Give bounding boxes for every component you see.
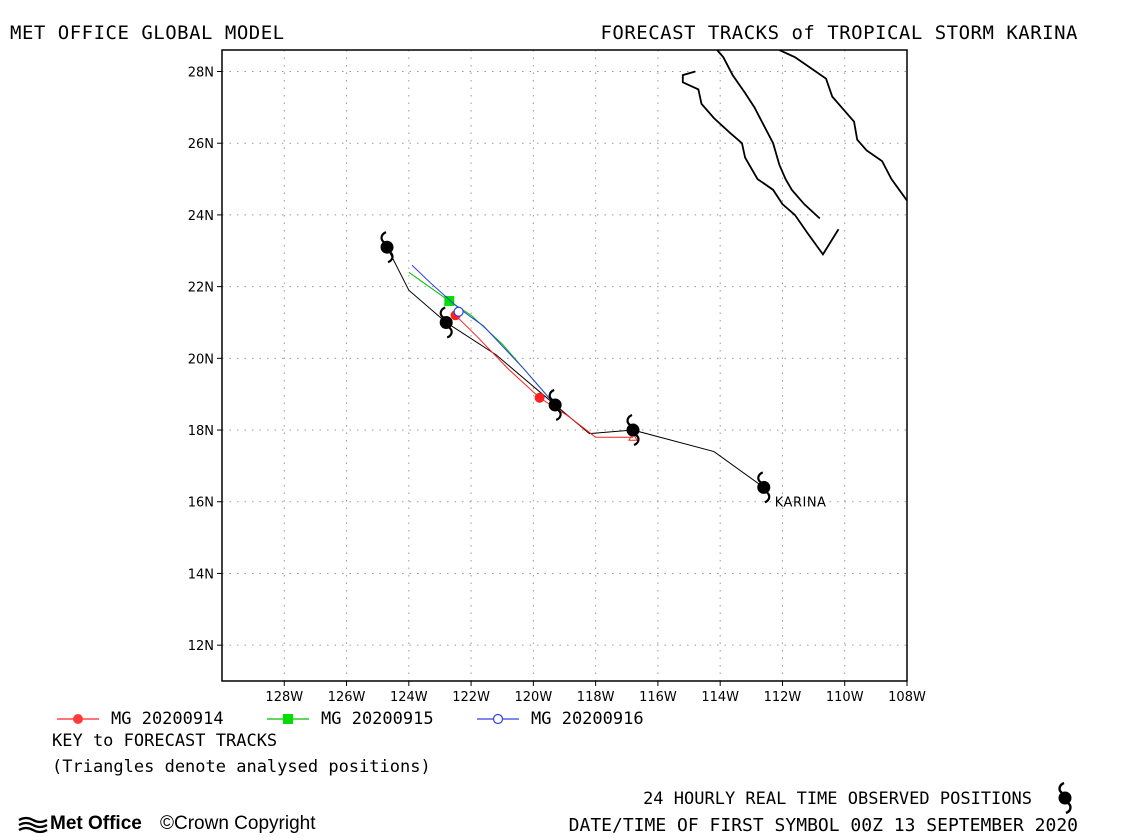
storm-name-label: KARINA <box>775 495 827 510</box>
forecast-marker-circle <box>534 392 545 403</box>
x-tick-label: 116W <box>639 690 677 705</box>
observed-positions-label: 24 HOURLY REAL TIME OBSERVED POSITIONS <box>643 789 1032 809</box>
legend-swatch-square <box>267 714 309 724</box>
x-tick-label: 126W <box>328 690 366 705</box>
storm-symbol-eye <box>757 480 771 494</box>
met-office-logo-icon <box>18 816 48 833</box>
plot-frame <box>221 49 908 682</box>
legend-swatch-circle <box>57 714 99 724</box>
storm-symbol-arm <box>555 409 562 421</box>
forecast-track <box>450 310 638 441</box>
first-symbol-date: DATE/TIME OF FIRST SYMBOL 00Z 13 SEPTEMB… <box>568 815 1078 836</box>
x-tick-label: 110W <box>826 690 864 705</box>
model-title: MET OFFICE GLOBAL MODEL <box>10 22 285 44</box>
y-tick-label: 28N <box>188 66 214 81</box>
legend-label: MG 20200915 <box>321 709 434 729</box>
x-tick-label: 124W <box>390 690 428 705</box>
forecast-track-line <box>408 271 556 406</box>
y-tick-label: 16N <box>188 496 214 511</box>
x-tick-label: 108W <box>888 690 926 705</box>
legend-label: MG 20200914 <box>111 709 224 729</box>
storm-symbol-eye <box>380 240 394 254</box>
storm-symbol-arm <box>764 491 771 504</box>
storm-symbol-icon <box>439 306 453 339</box>
forecast-track <box>411 264 561 409</box>
storm-symbol-icon <box>380 231 394 264</box>
logo-text: Met Office <box>50 813 142 834</box>
analysed-position-triangle <box>628 432 638 441</box>
storm-symbol-eye <box>548 398 562 412</box>
observed-track-line <box>386 246 765 488</box>
storm-symbol-icon <box>1058 781 1072 815</box>
storm-symbol-arm <box>446 326 453 339</box>
storm-symbol-icon <box>626 414 640 447</box>
coastline <box>681 70 840 256</box>
storm-symbol-arm <box>387 251 394 264</box>
y-tick-label: 20N <box>188 352 214 367</box>
legend-swatch-open-circle <box>477 713 519 725</box>
x-tick-label: 128W <box>265 690 303 705</box>
x-tick-label: 112W <box>764 690 802 705</box>
forecast-marker-square <box>444 295 455 306</box>
forecast-track <box>408 271 561 409</box>
storm-symbol-arm <box>633 434 640 447</box>
x-tick-label: 120W <box>515 690 553 705</box>
coastline <box>778 50 907 202</box>
x-tick-label: 122W <box>452 690 490 705</box>
forecast-marker-open-circle <box>453 306 464 317</box>
storm-symbol-icon <box>757 471 771 504</box>
y-tick-label: 22N <box>188 281 214 296</box>
coastline <box>716 50 821 220</box>
y-tick-label: 24N <box>188 209 214 224</box>
gridlines: 128W 126W 124W 122W 120W 118W 116W 114W 112W 110W… <box>188 50 926 705</box>
legend-label: MG 20200916 <box>531 709 644 729</box>
copyright-notice: ©Crown Copyright <box>160 813 316 834</box>
storm-symbol-eye <box>439 315 453 329</box>
legend: MG 20200914 MG 20200915 MG 20200916 <box>55 706 775 732</box>
storm-symbol-arm <box>626 414 633 426</box>
coastlines <box>681 50 907 256</box>
forecast-track-line <box>455 314 633 438</box>
storm-symbol-arm <box>757 471 764 484</box>
y-tick-label: 14N <box>188 567 214 582</box>
y-tick-label: 18N <box>188 424 214 439</box>
x-tick-label: 118W <box>577 690 615 705</box>
storm-symbol-eye <box>626 423 640 437</box>
storm-symbol-icon <box>548 388 562 421</box>
y-tick-label: 26N <box>188 137 214 152</box>
forecast-track-line <box>411 264 556 406</box>
key-title: KEY to FORECAST TRACKS <box>52 731 278 751</box>
met-office-logo: Met Office <box>18 813 142 835</box>
y-tick-label: 12N <box>188 639 214 654</box>
storm-symbol-arm <box>439 306 446 319</box>
x-tick-label: 114W <box>701 690 739 705</box>
key-note: (Triangles denote analysed positions) <box>52 757 431 777</box>
chart-title: FORECAST TRACKS of TROPICAL STORM KARINA <box>600 22 1078 44</box>
storm-symbol-arm <box>380 231 387 244</box>
storm-symbol-arm <box>548 388 555 401</box>
